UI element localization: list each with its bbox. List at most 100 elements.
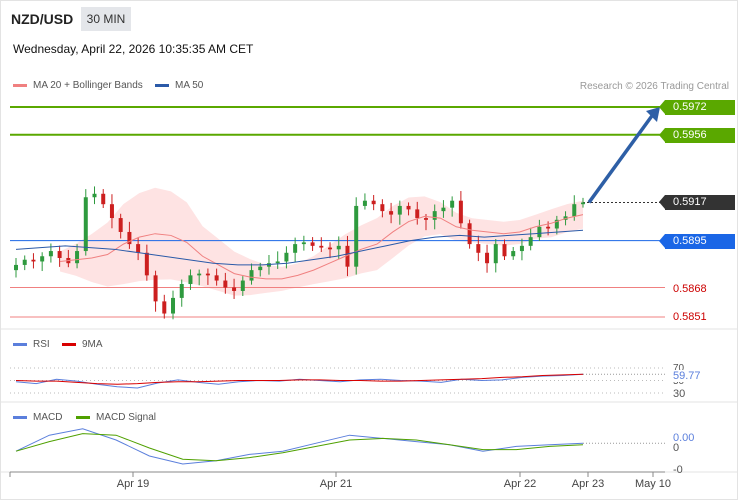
candle-body bbox=[450, 200, 455, 208]
candle-body bbox=[362, 200, 367, 206]
x-tick-label: May 10 bbox=[634, 478, 672, 490]
candle-body bbox=[511, 251, 516, 257]
candle-body bbox=[223, 280, 228, 288]
candle-body bbox=[101, 193, 106, 205]
rsi-line bbox=[15, 373, 584, 389]
candle-body bbox=[92, 193, 97, 198]
candle-body bbox=[406, 205, 411, 210]
candle-body bbox=[179, 284, 184, 298]
candle-body bbox=[275, 261, 280, 264]
projection-arrow-head bbox=[646, 107, 660, 122]
candle-body bbox=[171, 297, 176, 314]
candle-body bbox=[519, 245, 524, 252]
candle-body bbox=[14, 264, 18, 271]
macd-signal-line bbox=[15, 433, 584, 462]
candle-body bbox=[537, 226, 542, 238]
candle-body bbox=[293, 244, 298, 253]
candle-body bbox=[415, 209, 420, 219]
candle-body bbox=[345, 245, 350, 267]
candle-body bbox=[389, 211, 394, 215]
candle-body bbox=[354, 205, 359, 267]
candle-body bbox=[423, 218, 428, 220]
candle-body bbox=[284, 252, 289, 262]
ma50-swatch bbox=[155, 84, 169, 87]
rsi-ma-swatch bbox=[62, 343, 76, 346]
candle-body bbox=[214, 275, 219, 281]
candle-body bbox=[127, 231, 132, 245]
legend-ma20-label: MA 20 + Bollinger Bands bbox=[33, 80, 143, 91]
level-label-0.5868: 0.5868 bbox=[673, 283, 707, 295]
ma50-line bbox=[15, 229, 584, 266]
ma20-line bbox=[59, 214, 584, 280]
candle-body bbox=[371, 200, 376, 205]
candle-body bbox=[144, 252, 149, 276]
candle-body bbox=[554, 219, 559, 229]
candle-body bbox=[258, 266, 263, 271]
projection-arrow bbox=[587, 107, 660, 204]
candle-body bbox=[48, 251, 53, 257]
candle-body bbox=[328, 247, 333, 250]
candle-body bbox=[301, 242, 306, 245]
macd-signal-swatch bbox=[76, 416, 90, 419]
legend-rsi-ma-label: 9MA bbox=[82, 339, 103, 350]
timestamp: Wednesday, April 22, 2026 10:35:35 AM CE… bbox=[13, 42, 254, 56]
candle-body bbox=[572, 204, 577, 217]
panel-separators bbox=[1, 328, 737, 473]
macd-tick-neg0: -0 bbox=[673, 464, 683, 476]
rsi-swatch bbox=[13, 343, 27, 346]
current-price-tag: 0.5917 bbox=[659, 195, 735, 210]
candle-body bbox=[188, 275, 193, 285]
ma20-swatch bbox=[13, 84, 27, 87]
legend-rsi: RSI bbox=[13, 339, 50, 350]
x-tick-label: Apr 21 bbox=[319, 478, 353, 490]
legend-rsi-ma: 9MA bbox=[62, 339, 103, 350]
candle-body bbox=[118, 218, 123, 232]
x-tick-label: Apr 23 bbox=[571, 478, 605, 490]
candle-body bbox=[493, 244, 498, 264]
candle-body bbox=[546, 226, 551, 229]
candle-body bbox=[485, 252, 490, 264]
rsi-panel bbox=[10, 367, 665, 394]
legend-rsi-label: RSI bbox=[33, 339, 50, 350]
currency-pair-title: NZD/USD bbox=[11, 11, 74, 27]
legend-ma50: MA 50 bbox=[155, 80, 203, 91]
candle-body bbox=[397, 205, 402, 215]
candle-body bbox=[109, 204, 114, 219]
candle-body bbox=[249, 270, 254, 281]
candle-body bbox=[136, 244, 141, 253]
macd-line bbox=[15, 428, 584, 465]
candle-body bbox=[581, 202, 585, 205]
candle-body bbox=[432, 211, 437, 220]
rsi-value: 59.77 bbox=[673, 370, 701, 382]
candle-body bbox=[319, 245, 324, 248]
macd-tick-0: 0 bbox=[673, 442, 680, 454]
legend-macd-signal: MACD Signal bbox=[76, 412, 156, 423]
rsi-tick-70: 70 bbox=[673, 363, 685, 374]
projection-arrow-shaft bbox=[587, 111, 656, 204]
candle-body bbox=[83, 197, 88, 252]
candle-body bbox=[31, 259, 36, 262]
candle-body bbox=[153, 275, 158, 302]
legend-ma50-label: MA 50 bbox=[175, 80, 204, 91]
timeframe-badge[interactable]: 30 MIN bbox=[81, 7, 131, 31]
candle-body bbox=[57, 251, 62, 258]
candle-body bbox=[380, 204, 385, 212]
candle-body bbox=[441, 207, 446, 212]
candle-body bbox=[205, 273, 210, 276]
candle-body bbox=[197, 273, 202, 276]
legend-macd-signal-label: MACD Signal bbox=[96, 412, 157, 423]
candle-body bbox=[528, 237, 533, 246]
macd-value: 0.00 bbox=[673, 432, 695, 444]
candle-body bbox=[240, 280, 245, 291]
x-axis bbox=[9, 471, 665, 477]
candle-body bbox=[502, 244, 507, 257]
x-tick-label: Apr 22 bbox=[503, 478, 537, 490]
rsi-tick-30: 30 bbox=[673, 388, 686, 400]
candle-body bbox=[75, 251, 80, 264]
candle-body bbox=[310, 242, 315, 246]
candle-body bbox=[476, 244, 481, 253]
macd-panel bbox=[15, 428, 665, 465]
candle-body bbox=[232, 287, 237, 291]
macd-swatch bbox=[13, 416, 27, 419]
